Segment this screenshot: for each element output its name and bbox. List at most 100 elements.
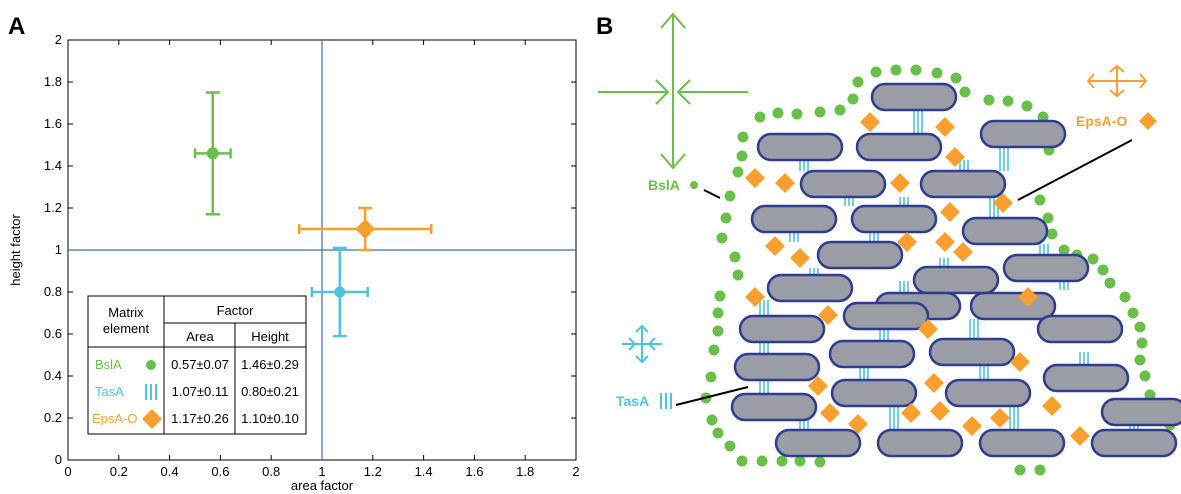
y-tick-label: 0 bbox=[55, 452, 62, 467]
bacterial-cell bbox=[850, 204, 938, 234]
epsa-diamond bbox=[1010, 352, 1030, 372]
x-tick-label: 0.2 bbox=[110, 464, 128, 479]
epsa-diamond bbox=[808, 376, 828, 396]
data-points bbox=[193, 91, 433, 338]
bsla-dot bbox=[1097, 264, 1109, 276]
y-tick-label: 0.2 bbox=[44, 410, 62, 425]
y-tick-label: 1 bbox=[55, 242, 62, 257]
bacterial-cell bbox=[799, 169, 887, 199]
bacterial-cell bbox=[830, 378, 918, 408]
bsla-dot bbox=[1134, 321, 1146, 333]
bsla-dot bbox=[724, 440, 736, 452]
bacterial-cell bbox=[750, 204, 838, 234]
epsa-diamond bbox=[918, 319, 938, 339]
y-axis-label: height factor bbox=[8, 214, 23, 286]
y-tick-label: 0.8 bbox=[44, 284, 62, 299]
bsla-dot bbox=[736, 455, 748, 467]
bacterial-cell bbox=[1002, 253, 1090, 283]
table-header-area: Area bbox=[186, 329, 214, 344]
bsla-dot bbox=[1134, 354, 1146, 366]
bacterial-cell bbox=[774, 428, 862, 458]
epsa-diamond bbox=[820, 403, 840, 423]
bacterial-cell bbox=[766, 273, 854, 303]
epsa-diamond bbox=[945, 147, 965, 167]
bacterial-cell bbox=[979, 119, 1067, 149]
bsla-dot bbox=[950, 72, 962, 84]
bacterial-cell bbox=[842, 301, 930, 331]
cyan-arrows-icon bbox=[622, 324, 662, 364]
x-tick-label: 2 bbox=[572, 464, 579, 479]
epsa-diamond bbox=[890, 173, 910, 193]
bsla-dot bbox=[712, 325, 724, 337]
y-tick-label: 2 bbox=[55, 32, 62, 47]
x-tick-label: 0.4 bbox=[161, 464, 179, 479]
epsa-diamond bbox=[990, 408, 1010, 428]
x-tick-label: 0.8 bbox=[262, 464, 280, 479]
epsa-diamond bbox=[1042, 396, 1062, 416]
epsa-diamond bbox=[860, 112, 880, 132]
epsa-diamond bbox=[745, 287, 765, 307]
bacterial-cell bbox=[978, 428, 1066, 458]
table-cell-area: 0.57±0.07 bbox=[171, 357, 229, 372]
bsla-dot bbox=[714, 290, 726, 302]
bacterial-cell bbox=[969, 291, 1057, 321]
epsa-diamond bbox=[901, 403, 921, 423]
bsla-dot bbox=[705, 371, 717, 383]
epsa-diamond bbox=[935, 117, 955, 137]
bsla-dot bbox=[716, 232, 728, 244]
epsa-diamond bbox=[962, 416, 982, 436]
bsla-dot bbox=[729, 251, 741, 263]
bsla-dot bbox=[910, 64, 922, 76]
bsla-dot bbox=[814, 456, 826, 468]
y-tick-label: 0.6 bbox=[44, 326, 62, 341]
orange-expansion-arrows-icon bbox=[1086, 64, 1148, 98]
table-cell-area: 1.17±0.26 bbox=[171, 411, 229, 426]
epsa-diamond bbox=[848, 414, 868, 434]
bsla-dot bbox=[983, 94, 995, 106]
bacterial-cell bbox=[1036, 314, 1124, 344]
bsla-dot bbox=[712, 307, 724, 319]
bsla-dot bbox=[1046, 228, 1058, 240]
bacterial-cell bbox=[828, 339, 916, 369]
table-cell-area: 1.07±0.11 bbox=[172, 384, 229, 399]
bsla-dot bbox=[706, 414, 718, 426]
bsla-dot bbox=[1002, 95, 1014, 107]
x-tick-label: 0.6 bbox=[211, 464, 229, 479]
data-point-tasa bbox=[310, 246, 369, 338]
bsla-dot bbox=[1021, 100, 1033, 112]
bacterial-cell bbox=[912, 265, 1000, 295]
bsla-dot bbox=[708, 344, 720, 356]
bacterial-cell bbox=[756, 132, 844, 162]
epsa-diamond bbox=[765, 236, 785, 256]
bsla-dot bbox=[931, 67, 943, 79]
bsla-dot bbox=[890, 64, 902, 76]
bsla-dot bbox=[1058, 244, 1070, 256]
bsla-dot bbox=[772, 107, 784, 119]
cell-layer bbox=[730, 82, 1181, 458]
bacterial-cell bbox=[1090, 428, 1178, 458]
table-cell-height: 1.10±0.10 bbox=[241, 411, 299, 426]
bsla-dot bbox=[1139, 370, 1151, 382]
y-tick-label: 1.4 bbox=[44, 158, 62, 173]
y-tick-label: 0.4 bbox=[44, 368, 62, 383]
table-row-name: EpsA-O bbox=[92, 411, 138, 426]
table-header-height: Height bbox=[251, 329, 289, 344]
bacterial-cell bbox=[730, 392, 818, 422]
bsla-dot bbox=[1087, 253, 1099, 265]
bsla-dot bbox=[737, 131, 749, 143]
bsla-marker-icon bbox=[146, 360, 156, 370]
bacterial-cell bbox=[1100, 397, 1181, 427]
bsla-dot bbox=[756, 455, 768, 467]
bacterial-cell bbox=[928, 337, 1016, 367]
table-header-element: element bbox=[103, 321, 150, 336]
bsla-dot bbox=[1014, 464, 1026, 476]
x-tick-label: 1.4 bbox=[415, 464, 433, 479]
bsla-dot bbox=[794, 455, 806, 467]
bsla-dot bbox=[852, 76, 864, 88]
y-ticks: 0 0.2 0.4 0.6 0.8 1 1.2 1.4 1.6 1.8 2 bbox=[44, 32, 576, 467]
epsa-diamond bbox=[924, 373, 944, 393]
y-tick-label: 1.2 bbox=[44, 200, 62, 215]
y-tick-label: 1.6 bbox=[44, 116, 62, 131]
bsla-dot bbox=[776, 455, 788, 467]
epsa-diamond bbox=[935, 232, 955, 252]
